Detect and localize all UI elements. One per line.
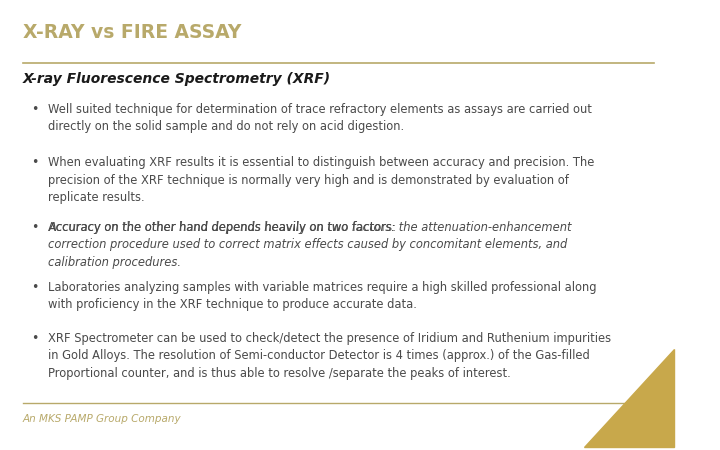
Text: X-ray Fluorescence Spectrometry (XRF): X-ray Fluorescence Spectrometry (XRF) xyxy=(23,72,331,86)
Text: XRF Spectrometer can be used to check/detect the presence of Iridium and Rutheni: XRF Spectrometer can be used to check/de… xyxy=(48,332,611,380)
Text: Accuracy on the other hand depends heavily on two factors: the attenuation-enhan: Accuracy on the other hand depends heavi… xyxy=(48,220,572,269)
Text: •: • xyxy=(31,220,38,234)
Polygon shape xyxy=(583,350,674,447)
Text: X-RAY vs FIRE ASSAY: X-RAY vs FIRE ASSAY xyxy=(23,23,241,42)
Text: •: • xyxy=(31,156,38,169)
Text: Well suited technique for determination of trace refractory elements as assays a: Well suited technique for determination … xyxy=(48,103,593,133)
Text: Laboratories analyzing samples with variable matrices require a high skilled pro: Laboratories analyzing samples with vari… xyxy=(48,280,597,311)
Text: •: • xyxy=(31,103,38,116)
Text: Accuracy on the other hand depends heavily on two factors:: Accuracy on the other hand depends heavi… xyxy=(48,220,400,234)
Text: •: • xyxy=(31,280,38,293)
Text: When evaluating XRF results it is essential to distinguish between accuracy and : When evaluating XRF results it is essent… xyxy=(48,156,595,204)
Text: 11: 11 xyxy=(638,414,654,427)
Text: •: • xyxy=(31,332,38,345)
Text: An MKS PAMP Group Company: An MKS PAMP Group Company xyxy=(23,414,181,424)
